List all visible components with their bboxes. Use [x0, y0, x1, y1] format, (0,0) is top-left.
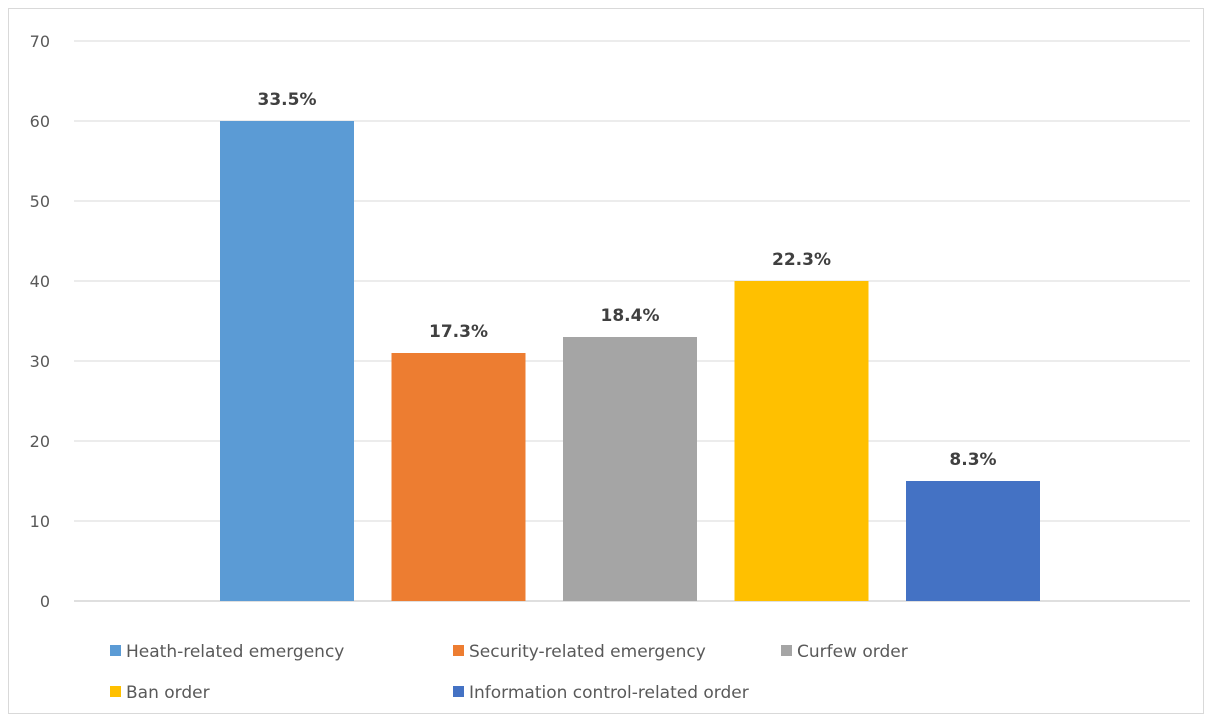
legend-label: Heath-related emergency — [126, 642, 344, 662]
bar — [391, 353, 526, 601]
legend: Heath-related emergency Security-related … — [110, 642, 908, 703]
data-label: 8.3% — [949, 450, 996, 470]
bars — [220, 121, 1040, 601]
legend-swatch — [110, 645, 121, 656]
data-label: 33.5% — [258, 90, 317, 110]
y-tick-label: 40 — [30, 272, 50, 291]
bar — [906, 481, 1040, 601]
data-label: 22.3% — [772, 250, 831, 270]
y-tick-label: 30 — [30, 352, 50, 371]
data-label: 17.3% — [429, 322, 488, 342]
legend-swatch — [110, 686, 121, 697]
data-labels: 33.5% 17.3% 18.4% 22.3% 8.3% — [258, 90, 997, 470]
y-tick-label: 50 — [30, 192, 50, 211]
legend-item: Heath-related emergency — [110, 642, 344, 662]
legend-swatch — [781, 645, 792, 656]
y-tick-label: 70 — [30, 32, 50, 51]
legend-item: Information control-related order — [453, 683, 749, 703]
legend-label: Ban order — [126, 683, 210, 703]
data-label: 18.4% — [601, 306, 660, 326]
bar — [220, 121, 354, 601]
bar — [734, 281, 869, 601]
y-tick-label: 0 — [40, 592, 50, 611]
legend-label: Security-related emergency — [469, 642, 706, 662]
y-axis-ticks: 0 10 20 30 40 50 60 70 — [30, 32, 50, 611]
y-tick-label: 10 — [30, 512, 50, 531]
legend-swatch — [453, 686, 464, 697]
y-tick-label: 60 — [30, 112, 50, 131]
legend-item: Security-related emergency — [453, 642, 706, 662]
legend-swatch — [453, 645, 464, 656]
y-tick-label: 20 — [30, 432, 50, 451]
legend-label: Curfew order — [797, 642, 908, 662]
legend-item: Ban order — [110, 683, 210, 703]
legend-item: Curfew order — [781, 642, 908, 662]
bar — [563, 337, 697, 601]
legend-label: Information control-related order — [469, 683, 749, 703]
